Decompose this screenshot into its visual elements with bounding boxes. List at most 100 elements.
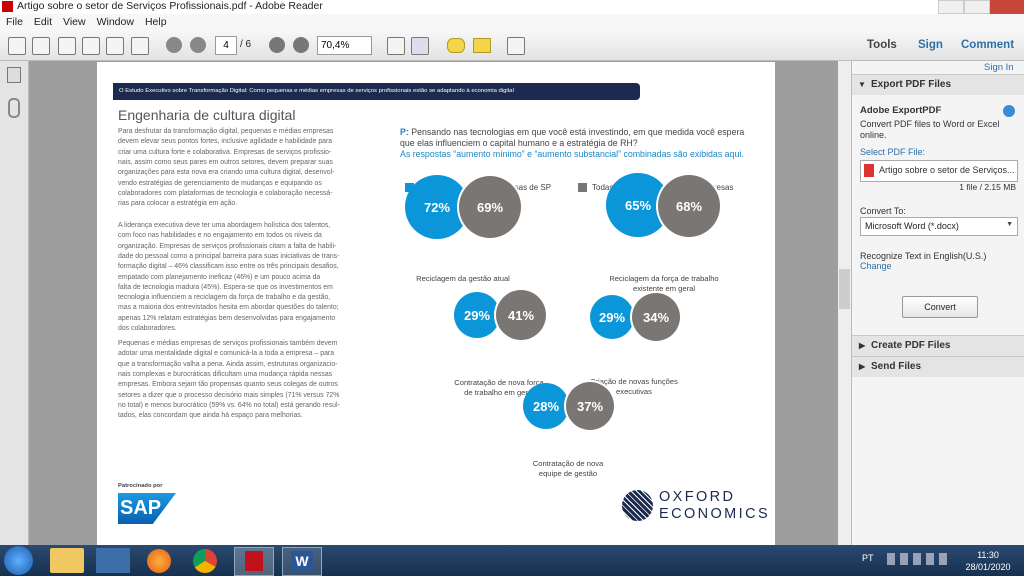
bubble-sp: 29%: [454, 292, 500, 338]
change-link[interactable]: Change: [860, 261, 892, 271]
firefox-icon[interactable]: [147, 549, 171, 573]
start-button[interactable]: [4, 546, 33, 575]
text-line: organizações para esta nova era criando …: [118, 169, 335, 177]
label-line: de trabalho em geral: [464, 388, 534, 397]
menu-item[interactable]: File: [6, 16, 23, 28]
reader-task[interactable]: [234, 547, 274, 576]
zoom-in-button[interactable]: [293, 37, 309, 53]
menu-item[interactable]: Help: [144, 16, 167, 28]
sign-in-link[interactable]: Sign In: [984, 62, 1014, 73]
clock: 11:30 28/01/2020: [962, 549, 1014, 573]
text-line: setores a dizer que o processo decisório…: [118, 391, 340, 399]
export-header[interactable]: ▼ Export PDF Files: [852, 74, 1024, 95]
text-line: vendo estratégias de gerenciamento de mu…: [118, 179, 322, 187]
legend-swatch: [578, 183, 587, 192]
file-box[interactable]: Artigo sobre o setor de Serviços...: [860, 160, 1018, 182]
text-line: organização. Empresas de serviços profis…: [118, 242, 337, 250]
close-button[interactable]: [990, 0, 1024, 14]
oxford-globe: [622, 490, 653, 521]
fullscreen-button[interactable]: [507, 37, 525, 55]
menu-item[interactable]: Window: [96, 16, 134, 28]
app-icon: [2, 1, 13, 12]
bubble-sp: 29%: [590, 295, 634, 339]
text-line: dos colaboradores.: [118, 325, 177, 332]
tools-tab[interactable]: Tools: [867, 39, 897, 51]
file-info: 1 file / 2.15 MB: [959, 182, 1016, 192]
save-button[interactable]: [82, 37, 100, 55]
menu-item[interactable]: Edit: [33, 16, 53, 28]
word-task[interactable]: W: [282, 547, 322, 576]
date: 28/01/2020: [965, 562, 1011, 572]
bubble-label: Contratação de nova força de trabalho em …: [429, 378, 569, 398]
text-line: rias para colocar a estratégia em ação.: [118, 200, 238, 208]
text-line: Para desfrutar da transformação digital,…: [118, 128, 334, 135]
note: As respostas “aumento mínimo” e “aumento…: [400, 149, 744, 159]
text-line: nais, assim como seus pares em outros se…: [118, 158, 333, 166]
format-dropdown[interactable]: Microsoft Word (*.docx) ▼: [860, 217, 1018, 236]
pdf-page: O Estudo Executivo sobre Transformação D…: [97, 62, 775, 545]
text-line: tecnologia influenciem a reciclagem da f…: [118, 294, 331, 302]
zoom-input[interactable]: 70,4%: [317, 36, 372, 55]
text-line: devem elevar seus pontos fortes, inclusi…: [118, 138, 333, 146]
email-button[interactable]: [131, 37, 149, 55]
file-name: Artigo sobre o setor de Serviços...: [879, 165, 1015, 175]
help-icon[interactable]: [1003, 105, 1015, 117]
send-header-label: Send Files: [871, 361, 922, 372]
zoom-out-button[interactable]: [269, 37, 285, 53]
menu-item[interactable]: View: [63, 16, 86, 28]
export-title: Adobe ExportPDF: [860, 105, 942, 116]
print-button[interactable]: [106, 37, 124, 55]
prev-page-button[interactable]: [166, 37, 182, 53]
chrome-icon[interactable]: [193, 549, 217, 573]
text-line: A liderança executiva deve ter uma abord…: [118, 222, 331, 229]
highlight-button[interactable]: [473, 38, 491, 53]
label-line: existente em geral: [632, 284, 696, 293]
bubble-sp: 65%: [606, 173, 670, 237]
comment-button[interactable]: [447, 38, 465, 53]
bubble-all: 37%: [566, 382, 614, 430]
explorer-icon[interactable]: [50, 548, 84, 573]
text-line: empresas. Embora sejam tão propensas qua…: [118, 381, 338, 389]
media-icon[interactable]: [96, 548, 130, 573]
page-input[interactable]: 4: [215, 36, 237, 55]
scroll-thumb[interactable]: [839, 269, 850, 309]
convert-to-label: Convert To:: [860, 206, 906, 216]
oxford-logo: OXFORD ECONOMICS: [659, 489, 770, 523]
text-line: colaboradores com plataformas de tecnolo…: [118, 189, 333, 197]
select-label: Select PDF File:: [860, 147, 926, 157]
text-line: Pequenas e médias empresas de serviços p…: [118, 340, 338, 347]
fit-page-button[interactable]: [411, 37, 429, 55]
sign-tab[interactable]: Sign: [918, 39, 943, 51]
text-line: adotar uma mentalidade digital e comunic…: [118, 350, 335, 358]
bubble-label: Contratação de nova equipe de gestão: [498, 459, 638, 479]
question-prefix: P:: [400, 127, 409, 137]
convert-button[interactable]: Convert: [902, 296, 978, 318]
attachments-button[interactable]: [8, 98, 20, 118]
label-line: executivas: [616, 387, 652, 396]
fit-width-button[interactable]: [387, 37, 405, 55]
menu: File Edit View Window Help: [6, 16, 178, 28]
language[interactable]: PT: [862, 553, 874, 563]
open-button[interactable]: [32, 37, 50, 55]
question-line: Pensando nas tecnologias em que você est…: [411, 127, 745, 137]
comment-tab[interactable]: Comment: [961, 39, 1015, 51]
window-controls: [938, 0, 1024, 14]
edit-button[interactable]: [58, 37, 76, 55]
text-line: com foco nas habilidades e no engajament…: [118, 232, 322, 240]
label-line: equipe de gestão: [538, 469, 598, 478]
minimize-button[interactable]: [938, 0, 964, 14]
create-button[interactable]: [8, 37, 26, 55]
bubble-sp: 72%: [405, 175, 469, 239]
oxford-word: ECONOMICS: [659, 506, 771, 522]
create-header[interactable]: ▶ Create PDF Files: [852, 335, 1024, 356]
label-line: Contratação de nova: [532, 459, 604, 468]
banner: O Estudo Executivo sobre Transformação D…: [113, 83, 640, 100]
send-header[interactable]: ▶ Send Files: [852, 356, 1024, 377]
bubble-label: Criação de novas funções executivas: [564, 377, 704, 397]
heading: Engenharia de cultura digital: [118, 107, 296, 123]
maximize-button[interactable]: [964, 0, 990, 14]
thumbnails-button[interactable]: [7, 67, 21, 83]
export-header-label: Export PDF Files: [871, 79, 952, 90]
next-page-button[interactable]: [190, 37, 206, 53]
